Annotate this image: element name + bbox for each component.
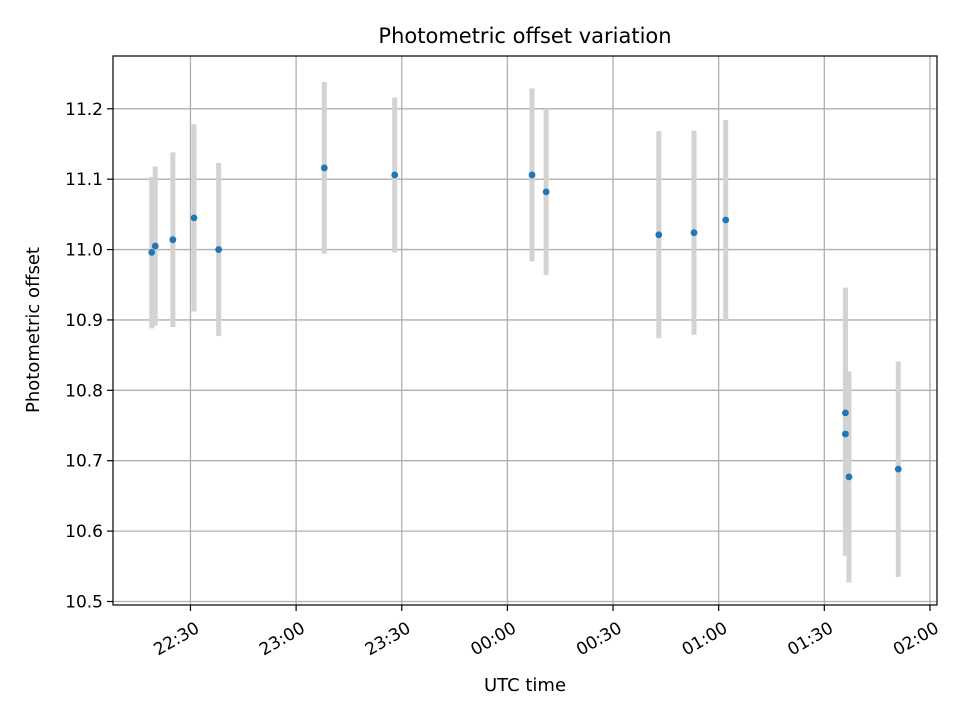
data-point — [542, 188, 550, 196]
data-point — [190, 214, 198, 222]
data-point — [528, 171, 536, 179]
data-point — [151, 242, 159, 250]
data-point — [722, 216, 730, 224]
y-axis-ticks: 10.5 10.6 10.7 10.8 10.9 11.0 11.1 11.2 — [65, 100, 113, 612]
data-point — [690, 229, 698, 237]
data-point — [320, 164, 328, 172]
data-point — [894, 465, 902, 473]
y-tick-label: 11.1 — [65, 170, 103, 190]
y-tick-label: 10.6 — [65, 522, 103, 542]
y-tick-label: 10.5 — [65, 592, 103, 612]
data-point — [215, 246, 223, 253]
data-point — [169, 236, 177, 244]
data-point — [845, 473, 853, 481]
plot-frame — [112, 55, 938, 606]
data-point — [391, 171, 399, 179]
data-point — [842, 409, 849, 417]
chart-title: Photometric offset variation — [378, 24, 671, 48]
data-point — [148, 248, 156, 256]
y-tick-label: 10.7 — [65, 452, 103, 472]
x-axis-label: UTC time — [484, 675, 566, 696]
grid — [113, 56, 937, 605]
y-tick-label: 10.9 — [65, 311, 103, 331]
y-tick-label: 11.0 — [65, 241, 103, 261]
data-point — [655, 231, 663, 239]
y-tick-label: 11.2 — [65, 100, 103, 120]
y-tick-label: 10.8 — [65, 381, 103, 401]
y-axis-label: Photometric offset — [23, 247, 44, 413]
data-points — [148, 164, 902, 481]
plot-area — [113, 56, 937, 605]
data-point — [842, 430, 849, 438]
